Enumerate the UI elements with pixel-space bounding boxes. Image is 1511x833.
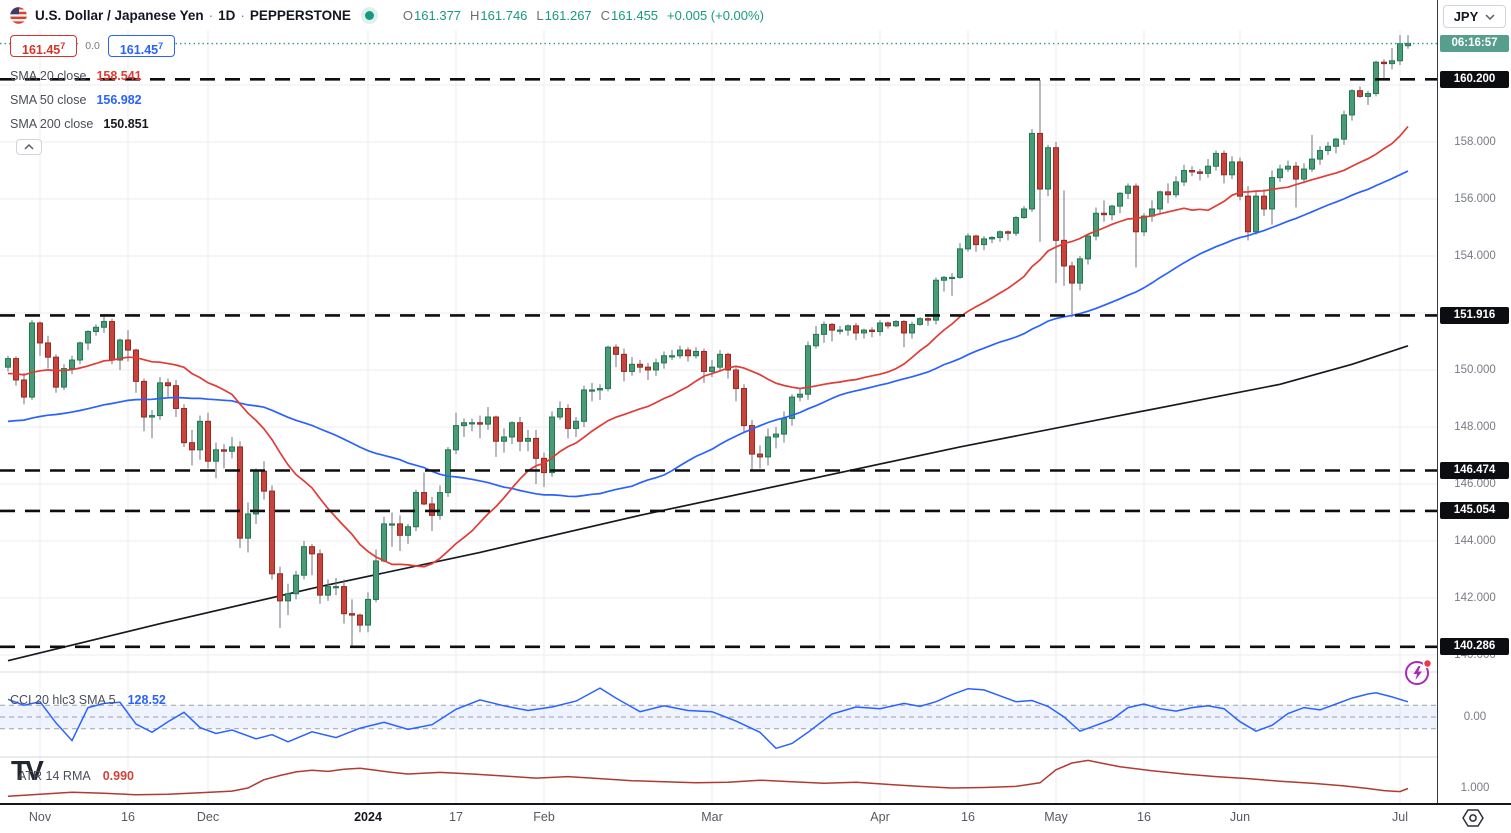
close-label: C xyxy=(600,7,611,23)
price-axis-label: 142.000 xyxy=(1454,592,1496,604)
indicator-legend: SMA 20 close 158.541 SMA 50 close 156.982 … xyxy=(10,64,149,136)
trade-panel: 161.457 0.0 161.457 xyxy=(10,35,176,58)
boost-icon[interactable] xyxy=(1402,656,1434,688)
sell-price-pip: 7 xyxy=(60,41,66,51)
title-separator: · xyxy=(208,7,214,23)
time-axis-label: Nov xyxy=(28,810,52,824)
buy-price-pip: 7 xyxy=(158,41,164,51)
sell-price: 161.45 xyxy=(22,43,61,58)
time-axis-label: Apr xyxy=(870,810,890,824)
sma20-label: SMA 20 close xyxy=(10,69,87,83)
time-axis-label: Feb xyxy=(533,810,555,824)
indicator-axis-label: 1.000 xyxy=(1460,782,1490,794)
cci-value: 128.52 xyxy=(127,693,166,707)
time-axis-label: May xyxy=(1044,810,1068,824)
countdown-badge: 06:16:57 xyxy=(1440,35,1509,53)
high-label: H xyxy=(470,7,480,23)
price-axis-label: 158.000 xyxy=(1454,136,1496,148)
price-level-badge: 160.200 xyxy=(1440,70,1509,88)
price-axis-label: 146.000 xyxy=(1454,478,1496,490)
low-label: L xyxy=(536,7,544,23)
sma200-label: SMA 200 close xyxy=(10,117,94,131)
indicator-axis-label: 0.00 xyxy=(1463,711,1487,723)
high-value: 161.746 xyxy=(480,7,528,23)
price-axis-label: 150.000 xyxy=(1454,364,1496,376)
buy-price-button[interactable]: 161.457 xyxy=(107,35,176,58)
time-axis-label: Jun xyxy=(1229,810,1251,824)
sma50-label: SMA 50 close xyxy=(10,93,87,107)
time-axis-label: 16 xyxy=(1137,810,1151,824)
close-value: 161.455 xyxy=(611,7,659,23)
price-level-badge: 145.054 xyxy=(1440,502,1509,520)
sma200-value: 150.851 xyxy=(103,117,149,131)
sell-price-button[interactable]: 161.457 xyxy=(10,35,78,58)
ohlc-readout: O 161.377 H 161.746 L 161.267 C 161.455 +0.0… xyxy=(394,8,764,23)
sma20-value: 158.541 xyxy=(96,69,142,83)
currency-label: JPY xyxy=(1453,9,1479,24)
symbol-title[interactable]: U.S. Dollar / Japanese Yen · 1D · PEPPERSTON… xyxy=(35,8,351,23)
open-label: O xyxy=(402,7,414,23)
time-axis-label: 16 xyxy=(121,810,135,824)
cci-legend[interactable]: CCI 20 hlc3 SMA 5 128.52 xyxy=(10,693,166,707)
time-axis-label: 2024 xyxy=(354,810,382,824)
price-axis[interactable]: JPY 160.000158.000156.000154.000150.0001… xyxy=(1437,0,1511,803)
time-axis-label: Dec xyxy=(196,810,220,824)
title-separator: · xyxy=(240,7,245,23)
us-flag-icon xyxy=(10,6,27,24)
atr-legend[interactable]: ATR 14 RMA 0.990 xyxy=(18,769,134,783)
time-axis-label: 17 xyxy=(449,810,463,824)
tradingview-logo[interactable]: TV xyxy=(11,755,44,786)
currency-toggle-button[interactable]: JPY xyxy=(1443,5,1506,28)
legend-collapse-button[interactable] xyxy=(16,139,42,155)
legend-row-sma20[interactable]: SMA 20 close 158.541 xyxy=(10,64,149,88)
price-level-badge: 146.474 xyxy=(1440,461,1509,479)
exchange-name: PEPPERSTONE xyxy=(249,7,351,23)
spread-value: 0.0 xyxy=(80,40,105,52)
market-status-dot[interactable] xyxy=(364,10,374,20)
open-value: 161.377 xyxy=(414,7,462,23)
timeframe[interactable]: 1D xyxy=(218,7,236,23)
price-axis-label: 148.000 xyxy=(1454,421,1496,433)
lightning-icon xyxy=(1405,658,1433,685)
change-value: +0.005 (+0.00%) xyxy=(667,7,764,23)
symbol-name: U.S. Dollar / Japanese Yen xyxy=(35,7,204,23)
time-axis[interactable]: Nov 16 Dec 2024 17 Feb Mar Apr 16 May 16 Jun Jul xyxy=(0,805,1437,833)
buy-price: 161.45 xyxy=(119,43,159,58)
sma50-value: 156.982 xyxy=(96,93,142,107)
legend-row-sma50[interactable]: SMA 50 close 156.982 xyxy=(10,88,149,112)
price-level-badge: 151.916 xyxy=(1440,306,1509,324)
time-axis-label: Mar xyxy=(701,810,723,824)
time-axis-label: 16 xyxy=(961,810,975,824)
price-axis-label: 156.000 xyxy=(1454,193,1496,205)
price-level-badge: 140.286 xyxy=(1440,638,1509,656)
low-value: 161.267 xyxy=(544,7,592,23)
price-axis-label: 154.000 xyxy=(1454,250,1496,262)
chevron-down-icon xyxy=(1485,13,1495,20)
time-axis-label: Jul xyxy=(1392,810,1408,824)
hexagon-gear-icon xyxy=(1462,809,1484,827)
timezone-settings-icon[interactable] xyxy=(1459,806,1487,830)
atr-value: 0.990 xyxy=(102,769,134,783)
atr-title: ATR 14 RMA xyxy=(18,769,91,783)
cci-title: CCI 20 hlc3 SMA 5 xyxy=(10,693,116,707)
price-axis-label: 144.000 xyxy=(1454,535,1496,547)
symbol-header: U.S. Dollar / Japanese Yen · 1D · PEPPERSTON… xyxy=(10,0,764,30)
legend-row-sma200[interactable]: SMA 200 close 150.851 xyxy=(10,112,149,136)
chevron-up-icon xyxy=(24,144,34,150)
